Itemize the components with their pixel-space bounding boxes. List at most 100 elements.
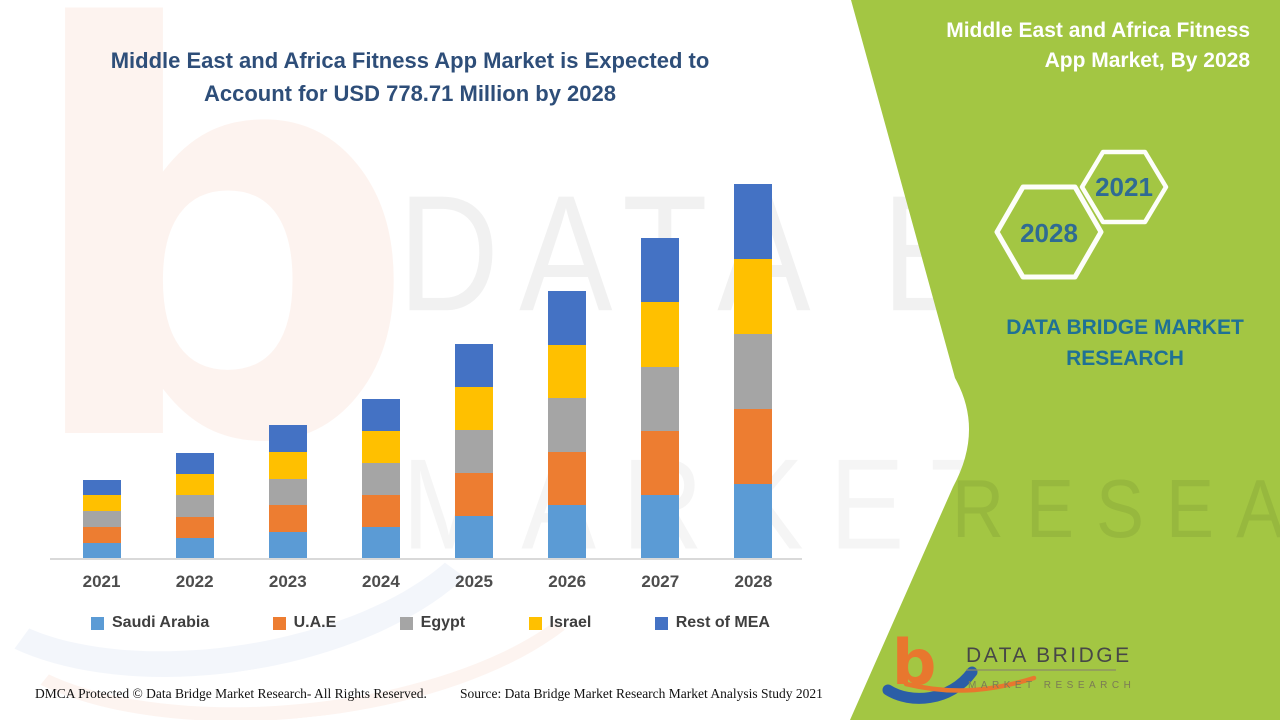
legend-label: Rest of MEA (675, 614, 770, 631)
x-tick-2021: 2021 (82, 572, 121, 591)
chart-legend: Saudi Arabia U.A.E Egypt Israel Rest of MEA (55, 614, 800, 632)
bar-segment-rest-of-mea-2028 (734, 184, 773, 260)
x-tick-2027: 2027 (641, 572, 680, 591)
legend-item-saudi-arabia: Saudi Arabia (91, 614, 209, 632)
bar-segment-israel-2022 (175, 474, 214, 496)
bar-stack-2028 (734, 184, 773, 559)
bar-segment-egypt-2022 (175, 495, 214, 517)
legend-swatch (91, 616, 104, 630)
bar-segment-rest-of-mea-2027 (641, 238, 680, 303)
bar-column-2023 (241, 170, 334, 559)
bar-segment-u-a-e-2023 (268, 505, 307, 533)
green-panel-shape (850, 0, 1280, 720)
logo-tagline-text: MARKET RESEARCH (968, 680, 1135, 691)
bar-column-2024 (334, 170, 427, 559)
legend-swatch (399, 616, 413, 630)
bar-segment-egypt-2027 (641, 366, 680, 431)
chart-title-line2: Account for USD 778.71 Million by 2028 (203, 81, 616, 106)
panel-title-line2: App Market, By 2028 (1044, 49, 1250, 72)
logo-name-text: DATA BRIDGE (966, 644, 1132, 667)
chart-title: Middle East and Africa Fitness App Marke… (70, 44, 750, 110)
bar-segment-israel-2021 (82, 495, 121, 512)
bar-segment-israel-2024 (361, 430, 400, 463)
bar-stack-2027 (641, 238, 680, 559)
legend-item-u-a-e: U.A.E (272, 614, 337, 632)
bar-segment-rest-of-mea-2026 (548, 291, 587, 345)
legend-item-israel: Israel (528, 614, 592, 632)
bar-stack-2023 (268, 425, 307, 559)
x-tick-2022: 2022 (175, 572, 214, 591)
legend-swatch (654, 616, 668, 630)
hexagon-2021-year: 2021 (1095, 172, 1153, 202)
legend-label: U.A.E (293, 614, 337, 631)
x-tick-2025: 2025 (455, 572, 493, 591)
bar-segment-rest-of-mea-2022 (175, 453, 214, 475)
brand-name-line2: RESEARCH (1066, 347, 1184, 370)
legend-item-rest-of-mea: Rest of MEA (654, 614, 770, 632)
bar-column-2028 (707, 170, 800, 559)
legend-swatch (272, 616, 286, 630)
bar-segment-egypt-2025 (455, 430, 494, 474)
bar-segment-egypt-2028 (734, 334, 773, 410)
bar-segment-u-a-e-2028 (734, 409, 773, 485)
legend-label: Egypt (420, 614, 466, 631)
bar-segment-u-a-e-2022 (175, 516, 214, 538)
chart-title-line1: Middle East and Africa Fitness App Marke… (110, 48, 710, 73)
bar-segment-rest-of-mea-2024 (361, 398, 400, 431)
hexagon-2028-year: 2028 (1020, 218, 1078, 248)
bar-stack-2022 (175, 453, 214, 559)
bar-segment-u-a-e-2027 (641, 430, 680, 495)
panel-title-line1: Middle East and Africa Fitness (946, 19, 1250, 42)
brand-name-text: DATA BRIDGE MARKET RESEARCH (990, 312, 1260, 374)
bar-segment-saudi-arabia-2025 (455, 516, 494, 559)
bar-segment-saudi-arabia-2023 (268, 532, 307, 559)
x-axis-tick-labels: 2021 2022 2023 2024 2025 2026 2027 2028 (55, 572, 800, 592)
logo-orange-swoosh (903, 675, 1037, 693)
bar-column-2022 (148, 170, 241, 559)
bar-stack-2024 (361, 398, 400, 559)
brand-name-line1: DATA BRIDGE MARKET (1006, 316, 1244, 339)
legend-item-egypt: Egypt (399, 614, 466, 632)
legend-label: Israel (549, 614, 592, 631)
bar-segment-saudi-arabia-2027 (641, 494, 680, 559)
bar-segment-saudi-arabia-2024 (361, 526, 400, 559)
bar-segment-israel-2025 (455, 387, 494, 431)
legend-swatch (528, 616, 542, 630)
bar-segment-rest-of-mea-2025 (455, 344, 494, 388)
bar-segment-israel-2027 (641, 302, 680, 367)
bar-column-2026 (521, 170, 614, 559)
bar-segment-u-a-e-2025 (455, 473, 494, 517)
panel-title: Middle East and Africa Fitness App Marke… (880, 16, 1250, 76)
bar-segment-egypt-2023 (268, 478, 307, 506)
footer-source-text: Source: Data Bridge Market Research Mark… (460, 686, 823, 701)
x-tick-2028: 2028 (734, 572, 773, 591)
data-bridge-logo: b DATA BRIDGE MARKET RESEARCH (882, 628, 1135, 704)
x-tick-2023: 2023 (268, 572, 307, 591)
hexagon-2021-badge (1079, 149, 1169, 225)
x-axis-line (50, 558, 802, 560)
bar-column-2025 (428, 170, 521, 559)
bar-segment-egypt-2021 (82, 511, 121, 528)
bar-segment-saudi-arabia-2028 (734, 484, 773, 559)
plot-area (55, 170, 800, 559)
bar-segment-israel-2023 (268, 451, 307, 479)
x-tick-2024: 2024 (362, 572, 400, 591)
bar-segment-israel-2028 (734, 259, 773, 335)
bar-segment-u-a-e-2026 (548, 451, 587, 506)
bar-segment-saudi-arabia-2022 (175, 537, 214, 559)
bar-segment-u-a-e-2024 (361, 494, 400, 527)
bar-segment-rest-of-mea-2021 (82, 479, 121, 496)
bar-column-2021 (55, 170, 148, 559)
bar-segment-egypt-2026 (548, 398, 587, 452)
x-tick-2026: 2026 (548, 572, 587, 591)
logo-blue-swoosh (882, 666, 978, 704)
bar-stack-2026 (548, 291, 587, 559)
legend-label: Saudi Arabia (112, 614, 210, 631)
bar-segment-saudi-arabia-2021 (82, 543, 121, 559)
bar-stack-2025 (455, 344, 494, 559)
bar-segment-egypt-2024 (361, 462, 400, 495)
bar-column-2027 (614, 170, 707, 559)
bar-segment-u-a-e-2021 (82, 527, 121, 544)
